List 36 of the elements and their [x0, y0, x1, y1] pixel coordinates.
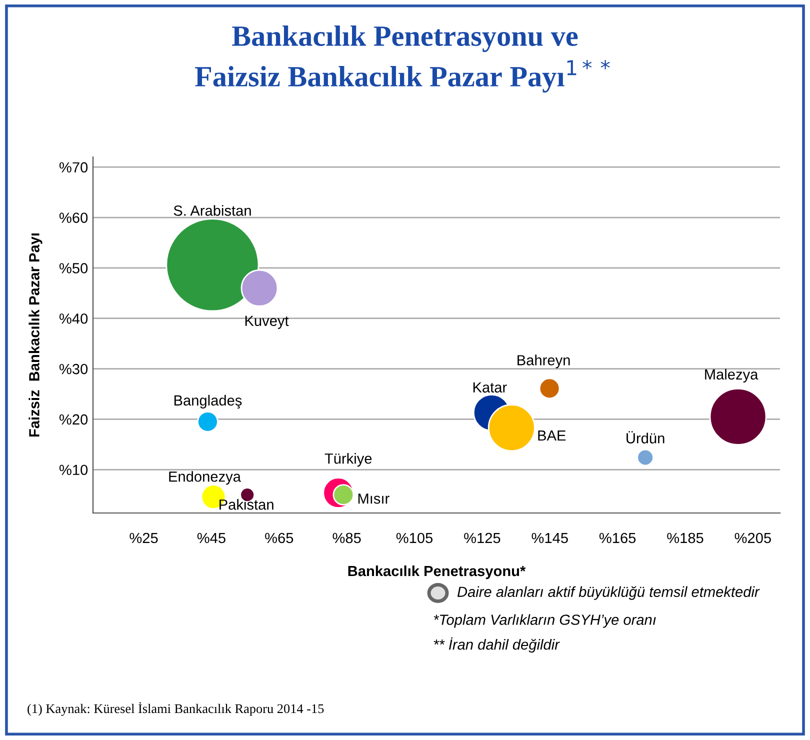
series-label: Bahreyn [518, 354, 570, 368]
x-tick-label: %25 [130, 532, 158, 544]
series-label: Kuveyt [245, 316, 289, 329]
series-label: Türkiye [324, 453, 372, 467]
x-tick-label: %105 [396, 532, 433, 544]
y-tick-label: %60 [59, 212, 88, 223]
text: Daire alanları aktif büyüklüğü temsil etmektedir [457, 586, 760, 600]
y-tick-label: %20 [59, 414, 88, 425]
series-label: Pakistan [220, 499, 274, 510]
y-tick-label: %50 [59, 263, 88, 274]
x-tick-label: %185 [667, 532, 704, 544]
x-tick-label: %45 [197, 532, 226, 544]
x-tick-label: %85 [332, 532, 361, 544]
series-label: Endonezya [169, 471, 241, 485]
y-tick-label: %10 [59, 464, 88, 476]
series-label: Ürdün [626, 431, 664, 444]
y-tick-label: %40 [59, 313, 88, 324]
series-label: Mısır [358, 494, 390, 504]
y-axis-title: Faizsiz Bankacılık Pazar Payı [28, 233, 42, 437]
x-tick-label: %165 [599, 532, 636, 544]
x-tick-label: %65 [265, 532, 294, 544]
y-tick-label: %30 [59, 364, 88, 374]
x-tick-label: %205 [734, 532, 771, 544]
text: *Toplam Varlıkların GSYH’ye oranı [434, 614, 656, 628]
text: ** İran dahil değildir [434, 637, 560, 653]
series-label: BAE [538, 430, 566, 441]
series-label: S. Arabistan [174, 205, 251, 216]
text: (1) Kaynak: Küresel İslami Bankacılık Raporu 2014 -15 [28, 702, 324, 716]
series-label: Bangladeş [174, 394, 242, 409]
x-axis-title: Bankacılık Penetrasyonu* [348, 565, 526, 580]
y-tick-label: %70 [59, 162, 88, 173]
chart-title: Bankacılık Penetrasyonu ve Faizsiz Bankacılık Pazar Payı$^{1**}$ [195, 25, 610, 93]
x-tick-label: %125 [464, 532, 500, 544]
series-label: Katar [473, 382, 507, 393]
x-tick-label: %145 [532, 532, 568, 544]
series-label: Malezya [705, 368, 758, 382]
